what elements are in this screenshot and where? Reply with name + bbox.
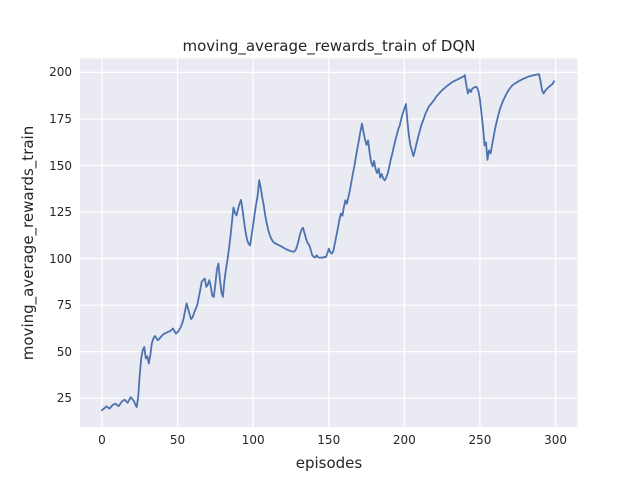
- y-tick-label: 25: [56, 391, 72, 406]
- y-tick-label: 75: [56, 298, 72, 313]
- dqn-reward-line: [101, 73, 555, 412]
- y-tick-label: 125: [49, 205, 72, 220]
- y-tick-label: 175: [49, 111, 72, 126]
- x-tick-label: 200: [392, 433, 416, 447]
- y-tick-label: 200: [49, 65, 72, 80]
- y-tick-label: 50: [56, 344, 72, 359]
- y-tick-label: 100: [49, 251, 72, 266]
- x-tick-label: 300: [544, 433, 568, 447]
- gridlines: [80, 58, 578, 427]
- x-tick-label: 0: [98, 433, 106, 447]
- chart-title: moving_average_rewards_train of DQN: [182, 37, 476, 55]
- x-tick-label: 50: [169, 433, 186, 447]
- x-tick-label: 150: [317, 433, 341, 447]
- x-tick-label: 250: [468, 433, 492, 447]
- x-tick-label: 100: [241, 433, 265, 447]
- y-tick-label: 150: [49, 158, 72, 173]
- x-axis-label: episodes: [295, 454, 363, 472]
